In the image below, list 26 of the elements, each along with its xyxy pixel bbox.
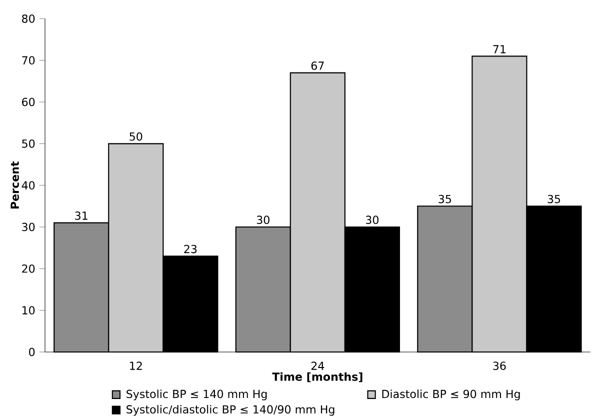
legend-label: Systolic/diastolic BP ≤ 140/90 mm Hg bbox=[126, 404, 334, 416]
data-label: 30 bbox=[366, 216, 378, 224]
x-tick-label: 12 bbox=[130, 362, 142, 370]
y-tick-label: 10 bbox=[22, 306, 35, 314]
x-tick-label: 36 bbox=[493, 362, 506, 370]
legend-label: Systolic BP ≤ 140 mm Hg bbox=[126, 390, 267, 400]
y-tick-label: 50 bbox=[22, 139, 35, 148]
data-label: 67 bbox=[311, 62, 324, 70]
y-tick-label: 20 bbox=[22, 264, 35, 273]
y-tick-label: 40 bbox=[22, 181, 35, 190]
y-tick-label: 0 bbox=[29, 348, 35, 356]
data-label: 71 bbox=[493, 45, 506, 54]
y-tick-label: 30 bbox=[22, 222, 35, 232]
data-label: 30 bbox=[256, 216, 270, 224]
x-tick-label: 24 bbox=[311, 362, 324, 370]
data-label: 50 bbox=[130, 132, 142, 141]
y-tick-label: 60 bbox=[22, 98, 35, 106]
data-label: 31 bbox=[75, 212, 88, 220]
y-tick-label: 70 bbox=[22, 56, 35, 64]
legend-label: Diastolic BP ≤ 90 mm Hg bbox=[382, 390, 520, 400]
x-axis-title: Time [months] bbox=[272, 372, 362, 382]
y-axis-title: Percent bbox=[10, 161, 19, 208]
y-tick-label: 80 bbox=[22, 14, 35, 23]
data-label: 23 bbox=[184, 244, 197, 254]
data-label: 35 bbox=[438, 194, 451, 204]
data-label: 35 bbox=[548, 194, 560, 204]
